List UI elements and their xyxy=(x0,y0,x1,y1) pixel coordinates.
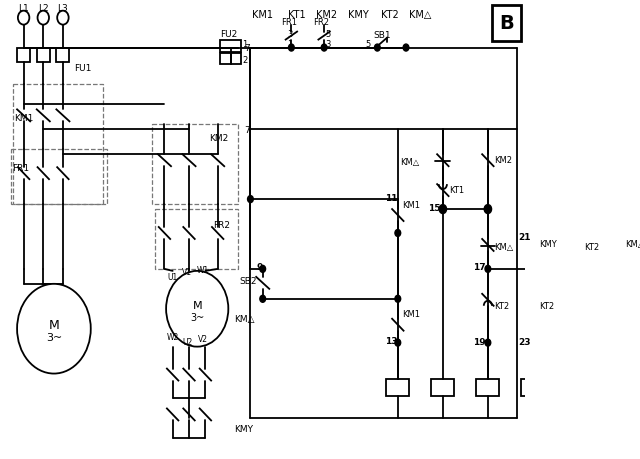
Text: 1: 1 xyxy=(287,40,292,49)
Text: KT2: KT2 xyxy=(584,243,600,252)
Circle shape xyxy=(439,205,447,214)
Text: V1: V1 xyxy=(182,268,193,277)
Text: KT2: KT2 xyxy=(381,11,399,20)
Text: 9: 9 xyxy=(256,263,262,272)
Bar xyxy=(566,379,589,397)
Text: KM1: KM1 xyxy=(14,113,33,123)
Text: KM△: KM△ xyxy=(234,314,255,324)
Text: L2: L2 xyxy=(38,4,49,13)
Text: 11: 11 xyxy=(385,193,397,202)
Bar xyxy=(431,379,454,397)
Circle shape xyxy=(485,266,491,273)
Bar xyxy=(476,379,499,397)
Circle shape xyxy=(166,271,228,347)
Text: 2: 2 xyxy=(243,56,248,65)
Text: KM1: KM1 xyxy=(252,11,273,20)
Bar xyxy=(13,85,103,205)
Text: 5: 5 xyxy=(365,40,371,49)
Text: L1: L1 xyxy=(19,4,29,13)
Circle shape xyxy=(374,45,380,52)
Circle shape xyxy=(530,339,536,347)
Bar xyxy=(152,125,238,205)
Text: FR2: FR2 xyxy=(314,18,330,27)
Text: KMY: KMY xyxy=(348,11,369,20)
Text: KMY: KMY xyxy=(234,424,253,433)
Text: KMY: KMY xyxy=(540,240,557,249)
Text: KM△: KM△ xyxy=(409,11,431,20)
Circle shape xyxy=(575,266,581,273)
Circle shape xyxy=(248,196,253,203)
Bar xyxy=(220,40,241,52)
Text: U1: U1 xyxy=(168,273,178,282)
Text: KT2: KT2 xyxy=(495,302,509,311)
Bar xyxy=(522,379,545,397)
Bar xyxy=(387,379,409,397)
Text: FR2: FR2 xyxy=(214,220,230,229)
Text: 3: 3 xyxy=(325,40,330,49)
Bar xyxy=(492,6,522,41)
Text: KM2: KM2 xyxy=(209,134,228,142)
Text: FR1: FR1 xyxy=(12,163,29,172)
Text: KM1: KM1 xyxy=(402,200,420,209)
Text: KT1: KT1 xyxy=(449,185,465,194)
Bar xyxy=(155,210,238,269)
Text: 1: 1 xyxy=(243,40,248,49)
Text: KM△: KM△ xyxy=(400,157,420,166)
Text: FR1: FR1 xyxy=(281,18,297,27)
Circle shape xyxy=(17,284,91,374)
Circle shape xyxy=(321,45,327,52)
Text: U2: U2 xyxy=(182,337,193,347)
Text: SB2: SB2 xyxy=(240,277,257,285)
Text: KM2: KM2 xyxy=(495,156,513,164)
Text: FU2: FU2 xyxy=(220,30,237,39)
Circle shape xyxy=(485,339,491,347)
Bar xyxy=(10,150,107,205)
Bar xyxy=(17,49,30,62)
Text: KM△: KM△ xyxy=(625,240,640,249)
Circle shape xyxy=(395,339,401,347)
Circle shape xyxy=(18,11,29,26)
Text: KM2: KM2 xyxy=(316,11,337,20)
Text: W2: W2 xyxy=(166,332,179,341)
Text: B: B xyxy=(499,14,514,33)
Circle shape xyxy=(260,296,266,302)
Circle shape xyxy=(403,45,409,52)
Bar xyxy=(56,49,70,62)
Circle shape xyxy=(38,11,49,26)
Text: SB1: SB1 xyxy=(373,31,391,40)
Text: L3: L3 xyxy=(58,4,68,13)
Circle shape xyxy=(395,230,401,237)
Text: M: M xyxy=(49,319,60,331)
Text: 13: 13 xyxy=(385,336,397,346)
Circle shape xyxy=(530,266,536,273)
Text: 3~: 3~ xyxy=(46,332,62,342)
Text: W1: W1 xyxy=(197,266,209,275)
Text: FU1: FU1 xyxy=(74,64,92,73)
Text: KM△: KM△ xyxy=(495,243,514,252)
Text: KM1: KM1 xyxy=(402,309,420,319)
Circle shape xyxy=(260,266,266,273)
Text: M: M xyxy=(193,300,202,310)
Text: 3: 3 xyxy=(287,30,292,39)
Text: 15: 15 xyxy=(428,203,440,212)
Circle shape xyxy=(575,266,581,273)
Text: 23: 23 xyxy=(518,337,531,347)
Circle shape xyxy=(57,11,68,26)
Text: 3~: 3~ xyxy=(190,312,204,322)
Circle shape xyxy=(289,45,294,52)
Circle shape xyxy=(484,205,492,214)
Text: KT2: KT2 xyxy=(540,302,555,311)
Circle shape xyxy=(395,296,401,302)
Text: 21: 21 xyxy=(518,233,531,242)
Text: 17: 17 xyxy=(473,263,486,272)
Text: 5: 5 xyxy=(325,30,330,39)
Text: 7: 7 xyxy=(244,125,250,134)
Bar xyxy=(607,379,630,397)
Text: KT1: KT1 xyxy=(288,11,305,20)
Bar xyxy=(36,49,50,62)
Text: 7: 7 xyxy=(244,44,250,53)
Bar xyxy=(220,53,241,65)
Text: V2: V2 xyxy=(198,335,208,343)
Text: 19: 19 xyxy=(473,337,486,347)
